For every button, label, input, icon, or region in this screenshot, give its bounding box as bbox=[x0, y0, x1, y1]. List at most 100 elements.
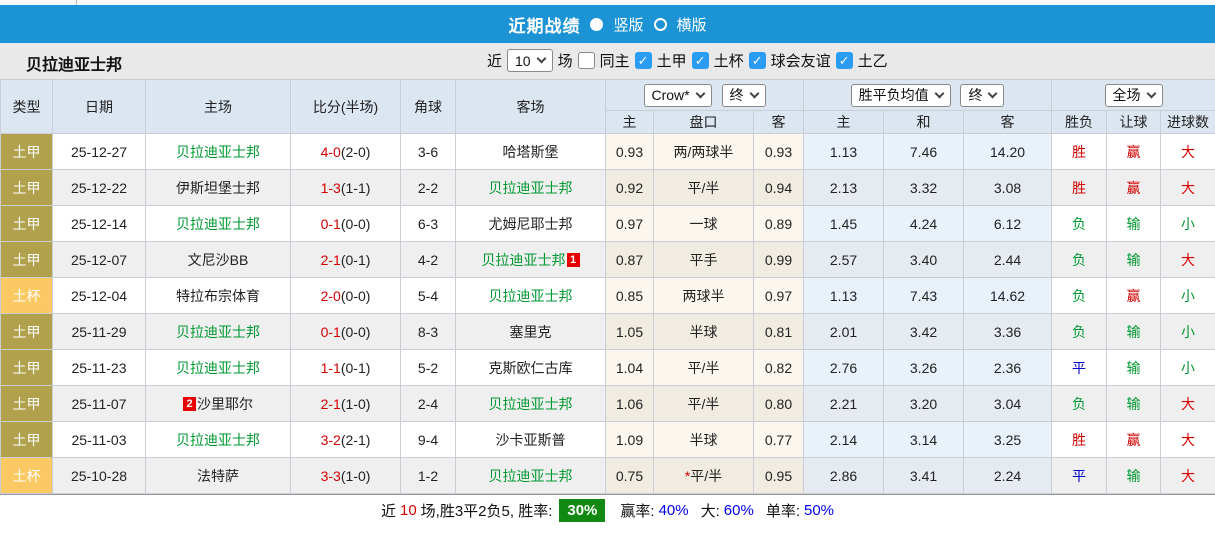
league3-label[interactable]: 球会友谊 bbox=[770, 53, 831, 70]
cell-avg-home: 2.86 bbox=[803, 457, 885, 494]
cell-result-goals: 大 bbox=[1160, 385, 1215, 422]
sub-header-odds-home: 主 bbox=[605, 110, 654, 134]
cell-league-type: 土甲 bbox=[0, 241, 53, 278]
cell-odds-away: 0.77 bbox=[752, 421, 805, 458]
red-badge: 2 bbox=[183, 396, 196, 411]
table-row: 土甲 25-12-22 伊斯坦堡士邦 1-3(1-1) 2-2 贝拉迪亚士邦 0… bbox=[0, 169, 1215, 206]
cell-away-team: 沙卡亚斯普 bbox=[455, 421, 606, 458]
col-header-away: 客场 bbox=[455, 79, 606, 134]
cell-avg-home: 2.76 bbox=[803, 349, 885, 386]
cell-date: 25-11-23 bbox=[52, 349, 146, 386]
cell-home-team: 贝拉迪亚士邦 bbox=[145, 349, 291, 386]
cell-corners: 6-3 bbox=[400, 205, 456, 242]
cell-corners: 5-2 bbox=[400, 349, 456, 386]
cell-result-wdl: 负 bbox=[1051, 313, 1108, 350]
cell-avg-away: 2.24 bbox=[963, 457, 1053, 494]
chevron-down-icon bbox=[988, 88, 998, 98]
cell-result-handicap: 赢 bbox=[1106, 133, 1162, 170]
near-label: 近 bbox=[487, 53, 503, 70]
cell-away-team: 贝拉迪亚士邦 1 bbox=[455, 241, 606, 278]
cell-result-goals: 小 bbox=[1160, 349, 1215, 386]
games-label: 场 bbox=[557, 53, 573, 70]
cell-league-type: 土甲 bbox=[0, 349, 53, 386]
cell-avg-away: 2.36 bbox=[963, 349, 1053, 386]
cell-odds-away: 0.89 bbox=[752, 205, 805, 242]
avg-time-select[interactable]: 终 bbox=[960, 83, 1005, 107]
cell-avg-draw: 3.42 bbox=[883, 313, 965, 350]
cell-result-wdl: 负 bbox=[1051, 385, 1108, 422]
league4-checkbox[interactable]: ✓ bbox=[835, 52, 853, 69]
league2-checkbox[interactable]: ✓ bbox=[691, 52, 709, 69]
table-row: 土甲 25-12-27 贝拉迪亚士邦 4-0(2-0) 3-6 哈塔斯堡 0.9… bbox=[0, 133, 1215, 170]
league2-label[interactable]: 土杯 bbox=[713, 53, 744, 70]
cell-away-team: 贝拉迪亚士邦 bbox=[455, 457, 606, 494]
cell-date: 25-11-07 bbox=[52, 385, 146, 422]
col-header-home: 主场 bbox=[145, 79, 291, 134]
cell-home-team: 伊斯坦堡士邦 bbox=[145, 169, 291, 206]
cell-handicap: *平/半 bbox=[653, 457, 754, 494]
col-header-corner: 角球 bbox=[400, 79, 456, 134]
same-home-label[interactable]: 同主 bbox=[599, 53, 630, 70]
radio-horizontal-layout-icon[interactable] bbox=[653, 17, 667, 31]
cell-odds-home: 0.87 bbox=[605, 241, 654, 278]
cell-away-team: 克斯欧仁古库 bbox=[455, 349, 606, 386]
cell-date: 25-12-27 bbox=[52, 133, 146, 170]
cell-avg-draw: 3.20 bbox=[883, 385, 965, 422]
handicap-rate-label: 赢率: bbox=[620, 502, 655, 520]
page-title: 近期战绩 bbox=[508, 16, 581, 36]
cell-avg-away: 3.36 bbox=[963, 313, 1053, 350]
cell-odds-away: 0.81 bbox=[752, 313, 805, 350]
avg-type-select[interactable]: 胜平负均值 bbox=[850, 83, 951, 107]
chevron-down-icon bbox=[934, 88, 945, 98]
cell-odds-away: 0.93 bbox=[752, 133, 805, 170]
cell-league-type: 土甲 bbox=[0, 133, 53, 170]
same-home-checkbox[interactable] bbox=[577, 52, 595, 69]
cell-result-wdl: 负 bbox=[1051, 277, 1108, 314]
cell-league-type: 土甲 bbox=[0, 421, 53, 458]
cell-odds-away: 0.82 bbox=[752, 349, 805, 386]
result-scope-select[interactable]: 全场 bbox=[1104, 83, 1163, 107]
cell-corners: 1-2 bbox=[400, 457, 456, 494]
avg-group-header: 胜平负均值 终 bbox=[803, 79, 1053, 111]
odds-time-select[interactable]: 终 bbox=[721, 83, 766, 107]
cell-league-type: 土甲 bbox=[0, 205, 53, 242]
radio-vertical-layout-icon[interactable] bbox=[590, 17, 604, 31]
single-rate-value: 50% bbox=[803, 501, 835, 519]
cell-avg-away: 6.12 bbox=[963, 205, 1053, 242]
cell-odds-home: 0.85 bbox=[605, 277, 654, 314]
cell-result-handicap: 赢 bbox=[1106, 421, 1162, 458]
cell-odds-home: 0.75 bbox=[605, 457, 654, 494]
cell-result-goals: 大 bbox=[1160, 421, 1215, 458]
cell-away-team: 贝拉迪亚士邦 bbox=[455, 385, 606, 422]
cell-result-goals: 大 bbox=[1160, 241, 1215, 278]
league1-label[interactable]: 土甲 bbox=[656, 53, 687, 70]
odds-company-select[interactable]: Crow* bbox=[643, 83, 712, 107]
league4-label[interactable]: 土乙 bbox=[857, 53, 888, 70]
chevron-down-icon bbox=[1146, 88, 1156, 98]
cell-away-team: 贝拉迪亚士邦 bbox=[455, 169, 606, 206]
sub-header-handicap: 盘口 bbox=[653, 110, 754, 134]
summary-prefix: 近 bbox=[380, 502, 396, 520]
table-row: 土杯 25-10-28 法特萨 3-3(1-0) 1-2 贝拉迪亚士邦 0.75… bbox=[0, 457, 1215, 494]
radio-horizontal-layout-label[interactable]: 横版 bbox=[676, 16, 707, 34]
league3-checkbox[interactable]: ✓ bbox=[748, 52, 766, 69]
cell-avg-home: 1.13 bbox=[803, 277, 885, 314]
league1-checkbox[interactable]: ✓ bbox=[634, 52, 652, 69]
win-rate-badge: 30% bbox=[559, 498, 606, 522]
check-icon: ✓ bbox=[838, 52, 850, 68]
cell-score: 3-3(1-0) bbox=[290, 457, 401, 494]
table-row: 土甲 25-12-07 文尼沙BB 2-1(0-1) 4-2 贝拉迪亚士邦 1 0… bbox=[0, 241, 1215, 278]
cell-away-team: 塞里克 bbox=[455, 313, 606, 350]
cell-date: 25-12-22 bbox=[52, 169, 146, 206]
match-count-select[interactable]: 10 bbox=[507, 49, 553, 72]
cell-handicap: 平手 bbox=[653, 241, 754, 278]
cell-league-type: 土杯 bbox=[0, 457, 53, 494]
cell-result-handicap: 输 bbox=[1106, 457, 1162, 494]
cell-corners: 4-2 bbox=[400, 241, 456, 278]
table-row: 土甲 25-11-29 贝拉迪亚士邦 0-1(0-0) 8-3 塞里克 1.05… bbox=[0, 313, 1215, 350]
radio-vertical-layout-label[interactable]: 竖版 bbox=[613, 16, 644, 34]
cell-result-goals: 大 bbox=[1160, 133, 1215, 170]
cell-handicap: 一球 bbox=[653, 205, 754, 242]
single-rate-label: 单率: bbox=[765, 502, 800, 520]
cell-corners: 5-4 bbox=[400, 277, 456, 314]
